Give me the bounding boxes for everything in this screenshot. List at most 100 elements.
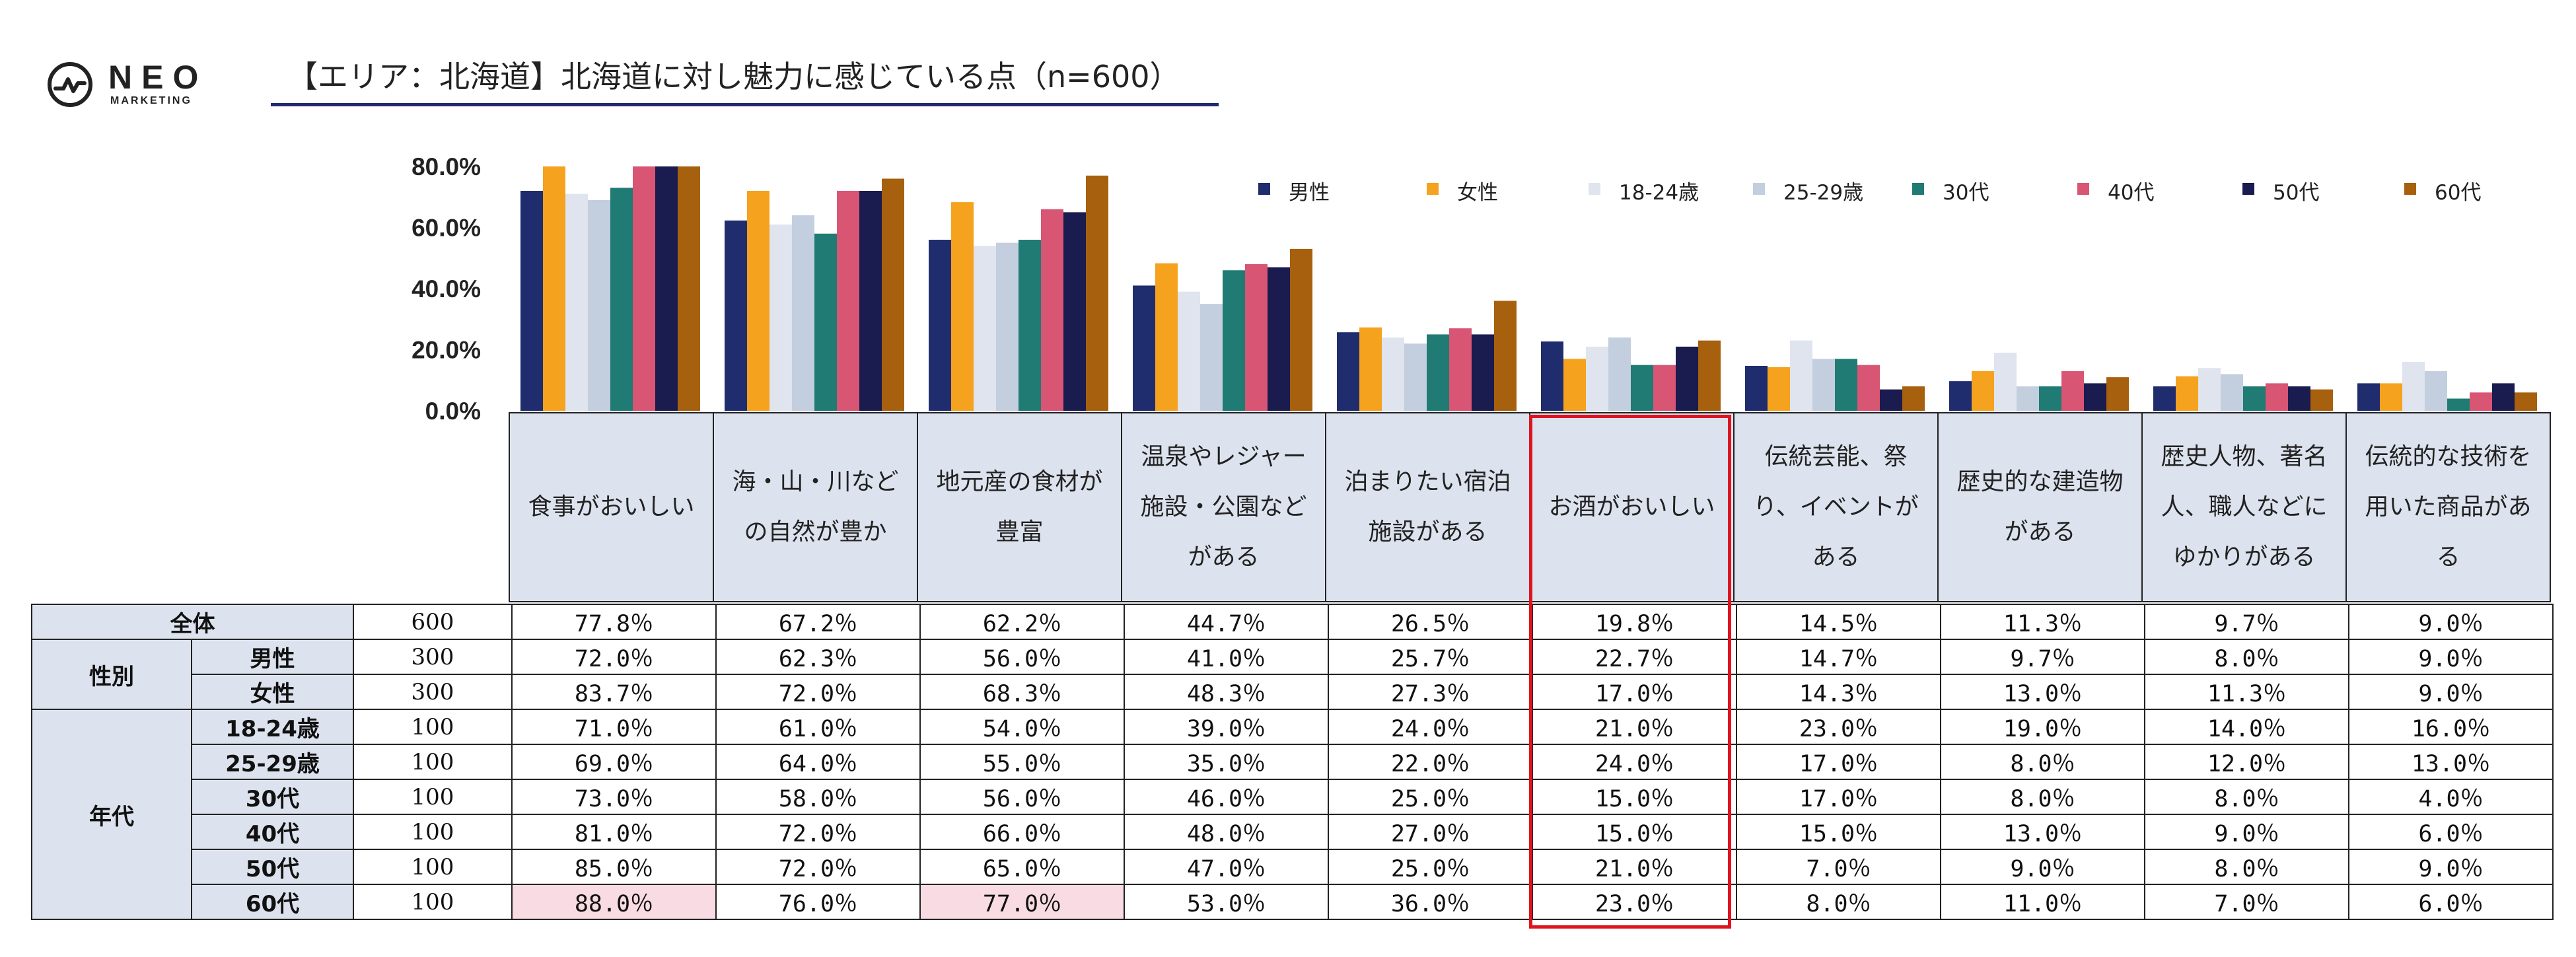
value-cell: 11.0％	[1940, 884, 2145, 920]
value-cell: 73.0％	[511, 779, 717, 815]
value-cell: 13.0％	[1940, 814, 2145, 850]
y-tick-label: 40.0%	[411, 275, 481, 302]
bar	[1063, 212, 1086, 411]
bar	[1019, 240, 1041, 411]
sample-size-cell: 100	[353, 814, 513, 850]
category-label: 歴史人物、著名 人、職人などに ゆかりがある	[2141, 412, 2347, 602]
value-cell: 44.7％	[1124, 604, 1329, 640]
value-cell: 25.0％	[1328, 849, 1533, 885]
title-underline	[271, 103, 1219, 106]
bar	[610, 188, 633, 411]
value-cell: 9.7％	[1940, 639, 2145, 675]
value-cell: 14.0％	[2144, 709, 2349, 745]
bar	[1902, 386, 1925, 411]
bar	[1404, 343, 1427, 411]
value-cell: 14.3％	[1736, 674, 1941, 710]
value-cell: 9.0％	[1940, 849, 2145, 885]
bar	[1178, 291, 1200, 411]
bar	[2198, 368, 2221, 411]
value-cell: 23.0％	[1736, 709, 1941, 745]
value-cell: 81.0％	[511, 814, 717, 850]
value-cell: 25.0％	[1328, 779, 1533, 815]
bar	[633, 166, 655, 411]
legend-swatch	[1427, 183, 1439, 195]
bar	[1337, 332, 1359, 411]
bar	[2402, 362, 2425, 411]
y-tick-label: 80.0%	[411, 153, 481, 180]
y-tick-label: 60.0%	[411, 215, 481, 242]
table-row: 60代 100 88.0％ 76.0％ 77.0％ 53.0％ 36.0％ 23.0％ 8.0％…	[32, 884, 2554, 920]
bar	[1608, 337, 1631, 411]
bar	[678, 166, 700, 411]
bar	[2470, 392, 2492, 411]
value-cell: 83.7％	[511, 674, 717, 710]
value-cell: 24.0％	[1328, 709, 1533, 745]
value-cell: 13.0％	[1940, 674, 2145, 710]
sample-size-cell: 600	[353, 604, 513, 640]
value-cell: 72.0％	[715, 814, 921, 850]
page-title: 【エリア：北海道】北海道に対し魅力に感じている点（n=600）	[287, 59, 1180, 94]
bar	[2106, 377, 2129, 411]
bar	[792, 215, 814, 411]
bar	[1290, 248, 1312, 411]
value-cell: 47.0％	[1124, 849, 1329, 885]
bar	[2492, 383, 2515, 411]
value-cell: 7.0％	[2144, 884, 2349, 920]
value-cell: 9.0％	[2144, 814, 2349, 850]
bar	[1268, 267, 1290, 411]
sample-size-cell: 300	[353, 674, 513, 710]
value-cell: 68.3％	[919, 674, 1125, 710]
bar	[1155, 263, 1178, 411]
value-cell: 24.0％	[1532, 744, 1737, 780]
chart-legend: 男性 女性 18-24歳 25-29歳 30代 40代 50代 60代	[1258, 173, 2553, 205]
value-cell: 16.0％	[2348, 709, 2554, 745]
bar	[1586, 346, 1608, 411]
value-cell: 65.0％	[919, 849, 1125, 885]
bar	[1245, 264, 1268, 411]
bar	[814, 233, 837, 411]
sample-size-cell: 100	[353, 744, 513, 780]
table-row: 年代 18-24歳 100 71.0％ 61.0％ 54.0％ 39.0％ 24.0％ 21.0…	[31, 709, 2554, 920]
value-cell: 15.0％	[1736, 814, 1941, 850]
row-label: 男性	[191, 639, 354, 675]
value-cell: 88.0％	[511, 884, 717, 920]
value-cell: 7.0％	[1736, 849, 1941, 885]
value-cell: 11.3％	[1940, 604, 2145, 640]
value-cell: 62.3％	[715, 639, 921, 675]
category-label: 海・山・川など の自然が豊か	[713, 412, 918, 602]
row-label: 30代	[191, 779, 354, 815]
sample-size-cell: 100	[353, 849, 513, 885]
legend-swatch	[1258, 183, 1270, 195]
bar	[2017, 386, 2039, 411]
value-cell: 21.0％	[1532, 709, 1737, 745]
value-cell: 9.7％	[2144, 604, 2349, 640]
bar	[588, 199, 610, 411]
value-cell: 64.0％	[715, 744, 921, 780]
value-cell: 56.0％	[919, 779, 1125, 815]
value-cell: 77.0％	[919, 884, 1125, 920]
bar	[1541, 341, 1563, 411]
y-tick-label: 0.0%	[425, 398, 481, 423]
value-cell: 22.7％	[1532, 639, 1737, 675]
value-cell: 72.0％	[715, 674, 921, 710]
bar	[2266, 383, 2288, 411]
value-cell: 8.0％	[2144, 639, 2349, 675]
value-cell: 66.0％	[919, 814, 1125, 850]
bar	[1745, 366, 1768, 411]
row-label: 女性	[191, 674, 354, 710]
value-cell: 21.0％	[1532, 849, 1737, 885]
y-tick-label: 20.0%	[411, 337, 481, 364]
legend-label: 18-24歳	[1619, 181, 1699, 205]
legend-label: 女性	[1457, 181, 1498, 205]
value-cell: 23.0％	[1532, 884, 1737, 920]
table-row: 30代 100 73.0％ 58.0％ 56.0％ 46.0％ 25.0％ 15.0％ 17.0…	[32, 779, 2554, 815]
bar	[1698, 340, 1721, 411]
category-label: 温泉やレジャー 施設・公園など がある	[1121, 412, 1326, 602]
bar	[1223, 270, 1245, 411]
value-cell: 85.0％	[511, 849, 717, 885]
legend-swatch	[2404, 183, 2416, 195]
bar	[1880, 389, 1902, 411]
legend-label: 50代	[2273, 181, 2320, 205]
logo-pulse-icon	[48, 62, 92, 107]
legend-swatch	[1589, 183, 1600, 195]
